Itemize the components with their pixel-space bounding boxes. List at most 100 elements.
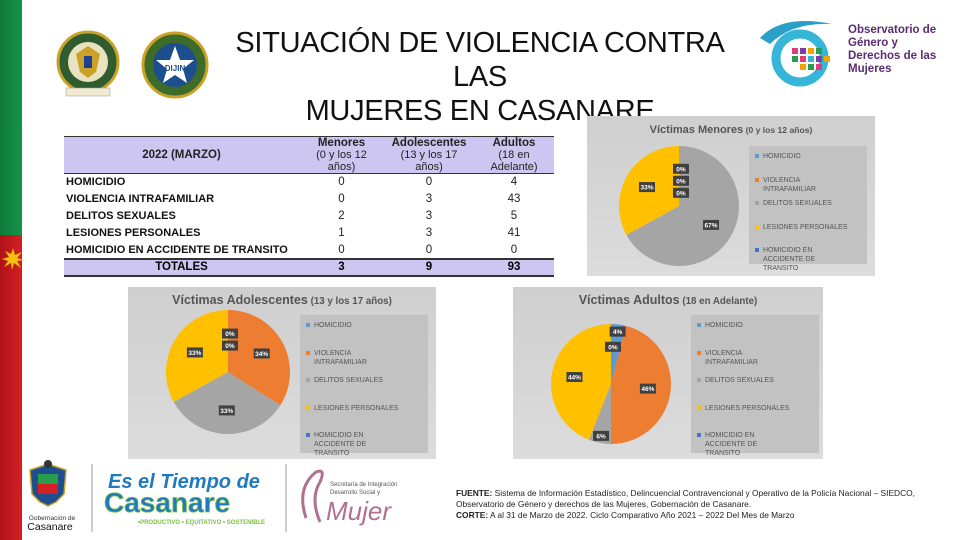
legend-label: DELITOS SEXUALES bbox=[705, 377, 774, 385]
svg-text:0%: 0% bbox=[676, 190, 686, 197]
legend-swatch bbox=[697, 350, 701, 355]
pie-data-label: 0% bbox=[222, 340, 238, 351]
svg-text:34%: 34% bbox=[255, 351, 268, 358]
svg-text:0%: 0% bbox=[608, 344, 618, 351]
legend-swatch bbox=[755, 224, 759, 229]
legend-label: HOMICIDIO EN ACCIDENTE DE TRANSITO bbox=[314, 432, 367, 458]
legend-label: DELITOS SEXUALES bbox=[763, 200, 832, 208]
legend-label: HOMICIDIO bbox=[314, 322, 352, 329]
legend-label: HOMICIDIO bbox=[705, 322, 743, 329]
legend-swatch bbox=[306, 350, 310, 355]
legend-label: VIOLENCIA INTRAFAMILIAR bbox=[763, 176, 816, 193]
pie-svg: 4% 46% 6% 44% 0% bbox=[551, 324, 672, 444]
chart-victimas-menores: Víctimas Menores (0 y los 12 años) 0% 0% 67… bbox=[587, 116, 875, 276]
observatorio-mosaic-icon bbox=[760, 21, 832, 87]
pie-data-label: 4% bbox=[609, 326, 626, 337]
observatorio-name: Observatorio de Género y Derechos de las… bbox=[848, 24, 937, 75]
observatorio-logo: Observatorio de Género y Derechos de las… bbox=[752, 18, 952, 90]
casanare-flag-bar bbox=[0, 0, 24, 540]
table-row: HOMICIDIO EN ACCIDENTE DE TRANSITO 0 0 0 bbox=[66, 243, 518, 256]
table-row: LESIONES PERSONALES 1 3 41 bbox=[66, 227, 521, 239]
legend-swatch bbox=[697, 433, 701, 438]
title-line-1: SITUACIÓN DE VIOLENCIA CONTRA LAS bbox=[235, 27, 725, 93]
legend-label: LESIONES PERSONALES bbox=[763, 223, 848, 231]
totals-row: TOTALES 3 9 93 bbox=[64, 257, 554, 277]
secretaria-line-3: Mujer bbox=[326, 496, 392, 526]
chart-title: Víctimas Adolescentes (13 y los 17 años) bbox=[172, 293, 392, 307]
pie-data-label: 0% bbox=[673, 163, 689, 174]
legend-swatch bbox=[697, 405, 701, 410]
legend-swatch bbox=[755, 154, 759, 158]
sun-star-icon bbox=[2, 248, 24, 270]
legend-swatch bbox=[755, 177, 759, 182]
svg-text:0%: 0% bbox=[676, 178, 686, 185]
pie-svg: 0% 34% 33% 33% 0% bbox=[166, 310, 290, 434]
legend-swatch bbox=[697, 323, 701, 327]
svg-text:46%: 46% bbox=[641, 386, 654, 393]
pie-data-label: 33% bbox=[218, 405, 235, 416]
tiempo-line-2: Casanare bbox=[104, 487, 230, 518]
legend-label: HOMICIDIO EN ACCIDENTE DE TRANSITO bbox=[763, 247, 816, 273]
legend-swatch bbox=[306, 433, 310, 438]
table-header-row: 2022 (MARZO) Menores (0 y los 12 años) Ad… bbox=[64, 136, 554, 174]
pie-svg: 0% 0% 67% 33% 0% bbox=[619, 146, 739, 266]
flag-green-band bbox=[0, 0, 22, 235]
pie-data-label: 33% bbox=[638, 182, 655, 193]
legend-label: DELITOS SEXUALES bbox=[314, 377, 383, 385]
svg-text:33%: 33% bbox=[640, 185, 653, 192]
pie-slice bbox=[173, 372, 281, 434]
tiempo-line-3: •PRODUCTIVO • EQUITATIVO • SOSTENIBLE bbox=[138, 520, 265, 526]
pie-data-label: 6% bbox=[593, 430, 610, 441]
svg-text:33%: 33% bbox=[220, 408, 233, 415]
page-title: SITUACIÓN DE VIOLENCIA CONTRA LAS MUJERE… bbox=[210, 26, 750, 128]
table-row: VIOLENCIA INTRAFAMILIAR 0 3 43 bbox=[66, 193, 521, 205]
legend-label: VIOLENCIA INTRAFAMILIAR bbox=[705, 349, 758, 366]
pie-data-label: 44% bbox=[566, 372, 583, 383]
pie-data-label: 67% bbox=[703, 219, 720, 230]
secretaria-line-1: Secretaría de Integración bbox=[330, 482, 397, 488]
chart-legend: HOMICIDIO VIOLENCIA INTRAFAMILIAR DELITOS … bbox=[691, 315, 819, 457]
col-header-adultos: Adultos (18 en Adelante) bbox=[474, 136, 554, 174]
svg-text:67%: 67% bbox=[705, 222, 718, 229]
svg-text:0%: 0% bbox=[225, 331, 235, 338]
table-row: HOMICIDIO 0 0 4 bbox=[66, 176, 518, 189]
period-header: 2022 (MARZO) bbox=[64, 136, 299, 174]
secretaria-line-2: Desarrollo Social y bbox=[330, 490, 380, 496]
legend-swatch bbox=[306, 378, 310, 383]
gobernacion-shield-icon bbox=[29, 460, 67, 507]
legend-swatch bbox=[306, 405, 310, 410]
policia-nacional-logo bbox=[48, 28, 128, 100]
gobernacion-label: Gobernación de bbox=[29, 515, 76, 522]
legend-swatch bbox=[755, 248, 759, 253]
svg-text:44%: 44% bbox=[568, 375, 581, 382]
mujer-ribbon-icon bbox=[301, 469, 324, 523]
chart-legend: HOMICIDIO VIOLENCIA INTRAFAMILIAR DELITOS … bbox=[749, 146, 867, 272]
pie-data-label: 0% bbox=[673, 175, 689, 186]
col-header-adolescentes: Adolescentes (13 y los 17 años) bbox=[384, 136, 474, 174]
pie-slice bbox=[611, 324, 626, 384]
casanare-label: Casanare bbox=[27, 521, 73, 533]
pie-data-label: 33% bbox=[186, 347, 203, 358]
svg-text:0%: 0% bbox=[676, 166, 686, 173]
violence-table: 2022 (MARZO) Menores (0 y los 12 años) Ad… bbox=[64, 136, 554, 277]
flag-red-band bbox=[0, 235, 22, 540]
legend-label: VIOLENCIA INTRAFAMILIAR bbox=[314, 349, 367, 366]
legend-label: HOMICIDIO bbox=[763, 153, 801, 160]
chart-title: Víctimas Menores (0 y los 12 años) bbox=[649, 124, 813, 136]
table-row: DELITOS SEXUALES 2 3 5 bbox=[66, 210, 518, 222]
svg-text:4%: 4% bbox=[613, 329, 623, 336]
pie-data-label: 34% bbox=[253, 348, 270, 359]
col-header-menores: Menores (0 y los 12 años) bbox=[299, 136, 384, 174]
chart-victimas-adultos: Víctimas Adultos (18 en Adelante) 4% 46% 6%… bbox=[513, 287, 823, 459]
source-note: FUENTE: Sistema de Información Estadísti… bbox=[456, 488, 915, 520]
chart-title: Víctimas Adultos (18 en Adelante) bbox=[578, 293, 758, 307]
chart-victimas-adolescentes: Víctimas Adolescentes (13 y los 17 años)… bbox=[128, 287, 436, 459]
pie-data-label: 0% bbox=[673, 187, 689, 198]
svg-text:33%: 33% bbox=[188, 350, 201, 357]
svg-text:0%: 0% bbox=[225, 343, 235, 350]
chart-legend: HOMICIDIO VIOLENCIA INTRAFAMILIAR DELITOS … bbox=[300, 315, 428, 457]
pie-data-label: 46% bbox=[639, 383, 656, 394]
footer-logos: Gobernación de Casanare Es el Tiempo de … bbox=[20, 458, 450, 538]
pie-data-label: 0% bbox=[605, 341, 621, 352]
